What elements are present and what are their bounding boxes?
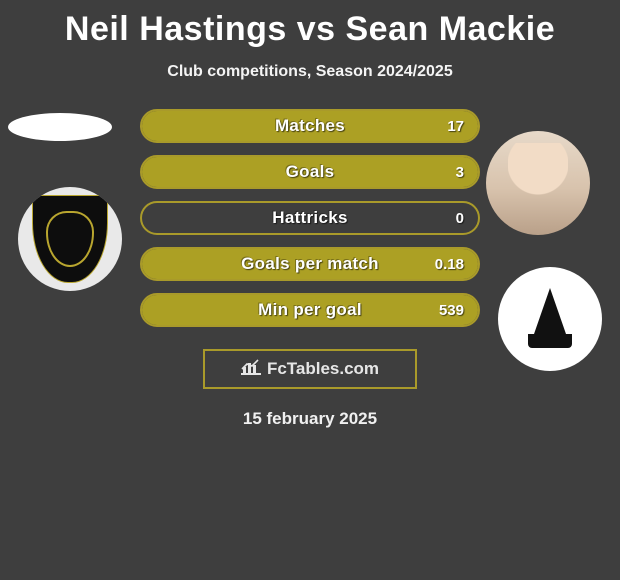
brand-box: FcTables.com — [203, 349, 417, 389]
chart-icon — [241, 359, 261, 380]
stat-label: Goals — [142, 157, 478, 187]
stat-value: 0.18 — [435, 249, 464, 279]
stat-bar: Goals per match0.18 — [140, 247, 480, 281]
stat-value: 17 — [447, 111, 464, 141]
stat-value: 3 — [456, 157, 464, 187]
stat-bar: Min per goal539 — [140, 293, 480, 327]
player-left-club-badge — [18, 187, 122, 291]
stat-label: Goals per match — [142, 249, 478, 279]
falkirk-steeple-icon — [534, 288, 566, 334]
player-left-photo-placeholder — [8, 113, 112, 141]
stat-bar: Hattricks0 — [140, 201, 480, 235]
comparison-date: 15 february 2025 — [0, 409, 620, 429]
stat-value: 539 — [439, 295, 464, 325]
stat-label: Min per goal — [142, 295, 478, 325]
page-title: Neil Hastings vs Sean Mackie — [0, 0, 620, 49]
player-right-photo — [486, 131, 590, 235]
stats-bars: Matches17 Goals3 Hattricks0 Goals per match… — [140, 109, 480, 327]
stat-bar: Goals3 — [140, 155, 480, 189]
comparison-content: Matches17 Goals3 Hattricks0 Goals per match… — [0, 109, 620, 429]
stat-bar: Matches17 — [140, 109, 480, 143]
stat-label: Matches — [142, 111, 478, 141]
brand-text: FcTables.com — [267, 359, 379, 379]
livingston-shield-icon — [32, 195, 108, 283]
subtitle: Club competitions, Season 2024/2025 — [0, 63, 620, 81]
stat-label: Hattricks — [142, 203, 478, 233]
stat-value: 0 — [456, 203, 464, 233]
player-right-club-badge — [498, 267, 602, 371]
